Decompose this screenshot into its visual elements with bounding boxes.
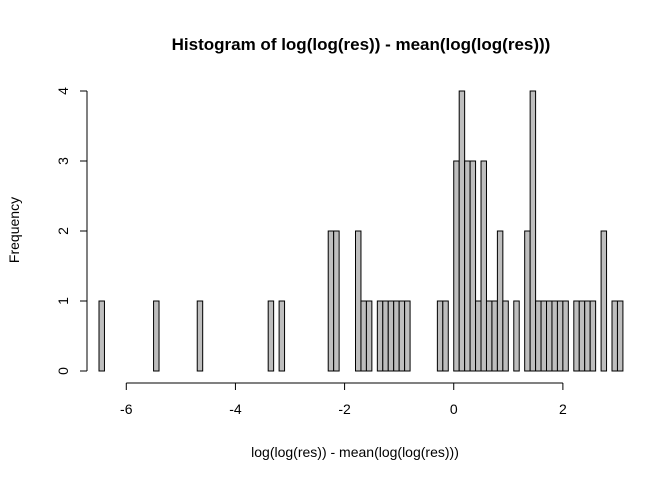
histogram-bar [382,300,389,372]
histogram-bar [393,300,400,372]
x-tick-label: -2 [338,401,351,417]
y-tick-label: 1 [55,297,71,305]
histogram-bar [524,230,531,372]
histogram-bar [355,230,362,372]
histogram-bar [546,300,553,372]
histogram-bar [436,300,444,372]
histogram-bar [267,300,275,372]
histogram-bar [611,300,618,372]
chart-title: Histogram of log(log(res)) - mean(log(lo… [172,35,551,54]
histogram-bar [453,160,460,372]
bars-group [98,90,624,372]
y-axis: 0 1 2 3 4 [55,87,88,375]
x-tick-label: 0 [450,401,458,417]
histogram-bar [327,230,335,372]
histogram-bar [442,300,449,372]
y-tick-label: 3 [55,157,71,165]
histogram-bar [589,300,597,372]
histogram-bar [464,160,471,372]
x-tick-label: 2 [559,401,567,417]
histogram-bar [616,300,624,372]
histogram-bar [333,230,340,372]
histogram-bar [496,230,504,372]
x-axis: -6 -4 -2 0 2 [120,382,567,417]
x-axis-label: log(log(res)) - mean(log(log(res))) [251,444,459,460]
histogram-bar [584,300,591,372]
y-tick-label: 0 [55,367,71,375]
histogram-bar [540,300,548,372]
histogram-bar [573,300,580,372]
histogram-bar [469,160,477,372]
histogram-bar [360,300,367,372]
histogram-bar [458,90,466,372]
histogram-bar [387,300,395,372]
histogram-bar [556,300,564,372]
histogram-bar [485,300,493,372]
histogram-bar [404,300,411,372]
x-tick-label: -6 [120,401,133,417]
histogram-bar [98,300,105,372]
histogram-bar [398,300,406,372]
histogram-bar [513,300,520,372]
y-tick-label: 4 [55,87,71,95]
histogram-bar [502,300,509,372]
histogram-bar [535,300,542,372]
histogram-bar [153,300,160,372]
histogram-bar [365,300,373,372]
histogram-bar [278,300,286,372]
histogram-bar [600,230,608,372]
histogram-bar [562,300,569,372]
histogram-bar [578,300,586,372]
histogram-bar [196,300,204,372]
histogram-bar [491,300,498,372]
histogram-bar [551,300,558,372]
histogram-bar [475,300,482,372]
y-axis-label: Frequency [6,197,22,263]
histogram-bar [529,90,537,372]
histogram-bar [376,300,384,372]
x-tick-label: -4 [229,401,242,417]
histogram-bar [480,160,487,372]
y-tick-label: 2 [55,227,71,235]
